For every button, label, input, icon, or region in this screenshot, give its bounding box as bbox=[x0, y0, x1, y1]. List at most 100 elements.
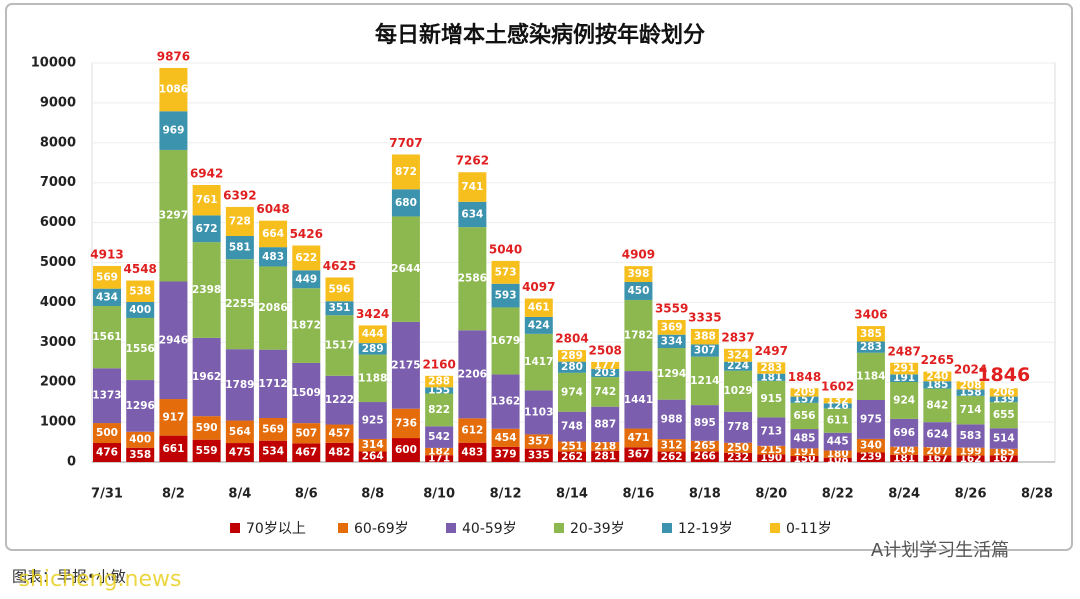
total-label: 2508 bbox=[589, 343, 622, 357]
segment-label: 181 bbox=[760, 371, 782, 383]
segment-label: 1679 bbox=[491, 335, 520, 347]
segment-label: 680 bbox=[395, 197, 417, 209]
bar-segment bbox=[159, 111, 188, 150]
bar-segment bbox=[690, 328, 719, 345]
bar-segment bbox=[391, 438, 420, 462]
bar-segment bbox=[823, 450, 852, 458]
bar-segment bbox=[325, 375, 354, 425]
bar-segment bbox=[259, 417, 288, 441]
bar-segment bbox=[292, 443, 321, 462]
bar-segment bbox=[790, 402, 819, 430]
segment-label: 132 bbox=[827, 395, 849, 407]
bar-segment bbox=[624, 266, 653, 283]
segment-label: 1103 bbox=[524, 406, 553, 418]
bar-segment bbox=[159, 399, 188, 436]
watermark: shicheng.news bbox=[19, 567, 182, 592]
bar-segment bbox=[259, 220, 288, 248]
source: 图表：早报•小敏 bbox=[12, 568, 126, 586]
bar-segment bbox=[159, 435, 188, 462]
segment-label: 283 bbox=[860, 341, 882, 353]
bar-segment bbox=[757, 362, 786, 374]
segment-label: 449 bbox=[295, 273, 317, 285]
bar-segment bbox=[225, 259, 254, 350]
segment-label: 171 bbox=[428, 453, 450, 465]
bar-segment bbox=[524, 448, 553, 462]
bar-segment bbox=[259, 440, 288, 462]
bar-segment bbox=[657, 319, 686, 335]
bar-segment bbox=[458, 418, 487, 443]
total-label: 4548 bbox=[124, 262, 157, 276]
bar-segment bbox=[956, 447, 985, 456]
legend-label: 20-39岁 bbox=[570, 521, 625, 537]
segment-label: 569 bbox=[96, 271, 118, 283]
total-label: 4097 bbox=[522, 280, 555, 294]
segment-label: 925 bbox=[362, 414, 384, 426]
segment-label: 167 bbox=[993, 453, 1015, 465]
bar-segment bbox=[524, 333, 553, 391]
bar-segment bbox=[624, 282, 653, 300]
bar-segment bbox=[757, 417, 786, 446]
segment-label: 485 bbox=[794, 433, 816, 445]
bar-segment bbox=[491, 283, 520, 308]
bar-segment bbox=[790, 456, 819, 462]
bar-segment bbox=[292, 362, 321, 424]
segment-label: 1561 bbox=[92, 331, 121, 343]
segment-label: 209 bbox=[794, 386, 816, 398]
segment-label: 335 bbox=[528, 449, 550, 461]
segment-label: 975 bbox=[860, 413, 882, 425]
segment-label: 167 bbox=[926, 453, 948, 465]
segment-label: 1029 bbox=[723, 385, 752, 397]
total-label: 2487 bbox=[887, 344, 920, 358]
bar-segment bbox=[358, 354, 387, 403]
bar-segment bbox=[823, 398, 852, 404]
bar-segment bbox=[391, 154, 420, 190]
segment-label: 482 bbox=[329, 446, 351, 458]
legend-swatch bbox=[230, 523, 240, 533]
y-tick-label: 0 bbox=[67, 455, 76, 470]
bar-segment bbox=[989, 402, 1018, 429]
bar-segment bbox=[956, 395, 985, 425]
segment-label: 265 bbox=[694, 440, 716, 452]
bar-segment bbox=[524, 298, 553, 317]
segment-label: 748 bbox=[561, 421, 583, 433]
bar-segment bbox=[890, 374, 919, 383]
bar-segment bbox=[856, 399, 885, 439]
bar-segment bbox=[325, 442, 354, 462]
segment-label: 264 bbox=[362, 451, 384, 463]
segment-label: 761 bbox=[196, 194, 218, 206]
bar-segment bbox=[425, 375, 454, 388]
bar-segment bbox=[823, 432, 852, 451]
segment-label: 507 bbox=[295, 427, 317, 439]
segment-label: 206 bbox=[993, 386, 1015, 398]
y-tick-label: 6000 bbox=[40, 215, 76, 230]
x-tick-label: 8/2 bbox=[162, 487, 185, 502]
bar-segment bbox=[358, 438, 387, 452]
segment-label: 622 bbox=[295, 252, 317, 264]
segment-label: 358 bbox=[129, 449, 151, 461]
total-label: 7262 bbox=[456, 154, 489, 168]
segment-label: 1184 bbox=[856, 370, 885, 382]
segment-label: 713 bbox=[760, 426, 782, 438]
bar-segment bbox=[558, 411, 586, 442]
x-tick-label: 8/6 bbox=[295, 487, 318, 502]
bar-segment bbox=[624, 447, 653, 462]
bar-segment bbox=[93, 443, 121, 462]
bar-segment bbox=[657, 334, 686, 349]
segment-label: 291 bbox=[893, 363, 915, 375]
bar-segment bbox=[923, 371, 952, 382]
bar-segment bbox=[491, 374, 520, 429]
segment-label: 1086 bbox=[159, 84, 188, 96]
watermark: A计划学习生活篇 bbox=[871, 540, 1009, 561]
bar-segment bbox=[192, 337, 221, 417]
bar-segment bbox=[624, 299, 653, 372]
bar-segment bbox=[724, 442, 753, 453]
total-label: 4913 bbox=[90, 247, 123, 261]
segment-label: 1782 bbox=[624, 330, 653, 342]
bar-segment bbox=[93, 368, 121, 424]
segment-label: 280 bbox=[561, 361, 583, 373]
x-tick-label: 8/18 bbox=[689, 487, 721, 502]
bar-segment bbox=[491, 307, 520, 375]
bar-segment bbox=[890, 454, 919, 462]
segment-label: 736 bbox=[395, 417, 417, 429]
segment-label: 2586 bbox=[458, 273, 487, 285]
